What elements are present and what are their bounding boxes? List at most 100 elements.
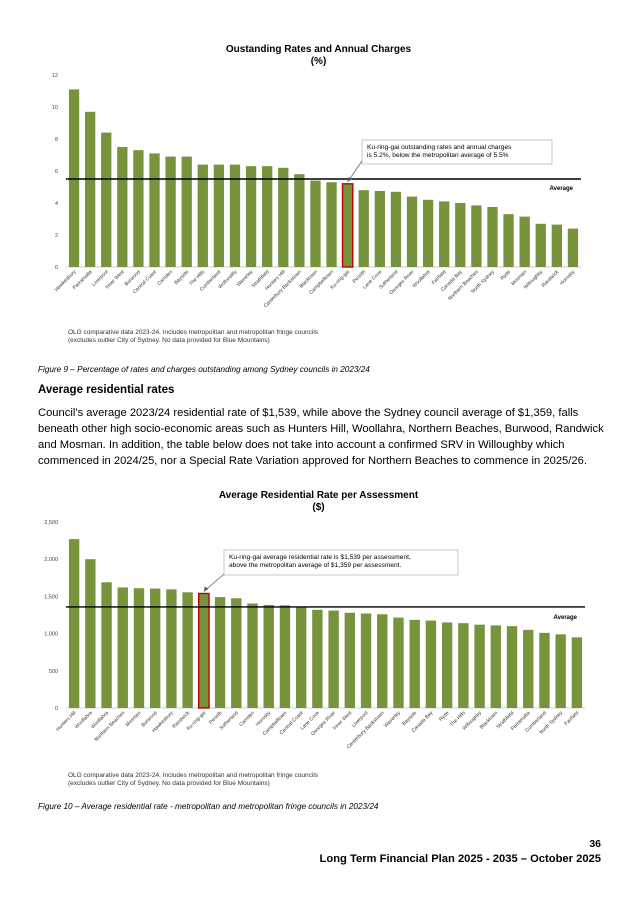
section-heading: Average residential rates: [38, 384, 175, 396]
bar-fairfield: [439, 201, 450, 267]
x-tick-label: Mosman: [125, 710, 143, 728]
bar-canada-bay: [425, 620, 437, 708]
bar-penrith: [214, 597, 226, 708]
x-tick-label: Waverley: [383, 710, 402, 729]
bar-canterbury-bankstown: [294, 174, 305, 267]
page-number: 36: [589, 838, 601, 850]
bar-campbelltown: [326, 182, 337, 267]
bar-ryde: [503, 214, 514, 267]
bar-parramatta: [523, 629, 534, 708]
bar-willoughby: [474, 624, 485, 708]
x-tick-label: Fairfield: [563, 710, 580, 727]
bar-waverley: [393, 617, 404, 708]
bar-north-sydney: [555, 634, 566, 708]
bar-wollondilly: [229, 164, 241, 267]
callout-box: [361, 139, 553, 165]
y-tick-label: 1,500: [44, 594, 58, 600]
bar-campbelltown: [279, 605, 291, 708]
bar-penrith: [358, 190, 369, 267]
bar-fairfield: [571, 637, 583, 708]
bar-lane-cove: [312, 609, 323, 708]
bar-liverpool: [360, 613, 372, 708]
callout-text: is 5.2%, below the metropolitan average …: [367, 152, 509, 159]
bar-hunters-hill: [68, 539, 80, 708]
bar-strathfield: [506, 626, 518, 708]
bar-hornsby: [263, 604, 274, 708]
bar-ryde: [441, 622, 453, 708]
y-tick-label: 2,000: [44, 557, 58, 563]
bar-bayside: [181, 156, 192, 267]
x-tick-label: Hornsby: [559, 269, 577, 287]
callout-box: [223, 549, 459, 576]
chart1-note-line1: OLG comparative data 2023-24. Includes m…: [68, 329, 319, 336]
callout-arrowhead: [203, 586, 209, 592]
y-tick-label: 12: [52, 73, 58, 79]
x-tick-label: Ryde: [499, 269, 512, 282]
x-tick-label: Randwick: [541, 269, 561, 289]
bar-inner-west: [344, 612, 356, 708]
chart1-title: Oustanding Rates and Annual Charges: [225, 44, 412, 55]
bar-ku-ring-gai: [341, 183, 354, 268]
bar-north-sydney: [487, 207, 498, 267]
bar-hawkesbury: [68, 89, 80, 268]
bar-woollahra: [85, 559, 96, 708]
bar-liverpool: [101, 132, 112, 267]
bar-hawkesbury: [166, 589, 177, 708]
y-tick-label: 1,000: [44, 632, 58, 638]
callout-text: above the metropolitan average of $1,359…: [229, 562, 401, 569]
document-title: Long Term Financial Plan 2025 - 2035 – O…: [319, 853, 601, 865]
bar-blacktown: [310, 180, 321, 267]
bar-randwick: [182, 592, 193, 708]
bar-parramatta: [84, 111, 96, 267]
y-tick-label: 4: [55, 201, 58, 207]
bar-bayside: [409, 619, 420, 708]
bar-camden: [165, 156, 176, 267]
bar-burwood: [133, 150, 144, 267]
chart1-title-unit: (%): [310, 56, 327, 67]
bar-hornsby: [567, 228, 579, 267]
bar-the-hills: [197, 164, 208, 267]
section-paragraph: Council’s average 2023/24 residential ra…: [38, 407, 604, 467]
y-tick-label: 0: [55, 265, 58, 271]
chart2-title: Average Residential Rate per Assessment: [218, 490, 419, 501]
bar-waverley: [245, 166, 257, 267]
bar-randwick: [551, 224, 563, 267]
y-tick-label: 2: [55, 233, 58, 239]
x-tick-label: Hunters Hill: [55, 710, 78, 733]
y-tick-label: 10: [52, 105, 58, 111]
bar-northern-beaches: [471, 205, 482, 267]
bar-central-coast: [295, 607, 307, 708]
bar-burwood: [150, 588, 161, 708]
bar-central-coast: [149, 153, 160, 267]
bar-sutherland: [231, 598, 242, 708]
bar-inner-west: [117, 147, 128, 267]
x-tick-label: Ryde: [438, 710, 451, 723]
y-tick-label: 2,500: [44, 520, 58, 526]
y-tick-label: 500: [49, 669, 58, 675]
bar-blacktown: [490, 625, 501, 708]
bar-willoughby: [535, 223, 546, 267]
y-tick-label: 6: [55, 169, 58, 175]
bar-mosman: [519, 216, 530, 267]
bar-cumberland: [539, 632, 550, 708]
bar-strathfield: [262, 166, 273, 267]
x-tick-label: Woollahra: [411, 269, 431, 289]
chart1-plot: 024681012HawkesburyParramattaLiverpoolIn…: [52, 73, 581, 309]
bar-woollahra: [422, 199, 434, 267]
x-tick-label: Northern Beaches: [93, 710, 126, 743]
callout-arrowhead: [347, 176, 353, 182]
chart2-title-unit: ($): [312, 502, 325, 513]
average-label: Average: [550, 186, 574, 192]
figure10-caption: Figure 10 – Average residential rate - m…: [38, 802, 379, 811]
bar-the-hills: [458, 623, 469, 708]
bar-northern-beaches: [117, 587, 128, 708]
bar-ku-ring-gai: [197, 592, 210, 709]
chart2-note-line1: OLG comparative data 2023-24. Includes m…: [68, 772, 319, 779]
bar-georges-river: [328, 610, 339, 708]
bar-canada-bay: [455, 203, 466, 267]
x-tick-label: Camden: [238, 710, 256, 728]
chart2-note-line2: (excludes outlier City of Sydney. No dat…: [68, 780, 270, 787]
callout-text: Ku-ring-gai outstanding rates and annual…: [367, 144, 512, 151]
average-label: Average: [554, 615, 578, 621]
